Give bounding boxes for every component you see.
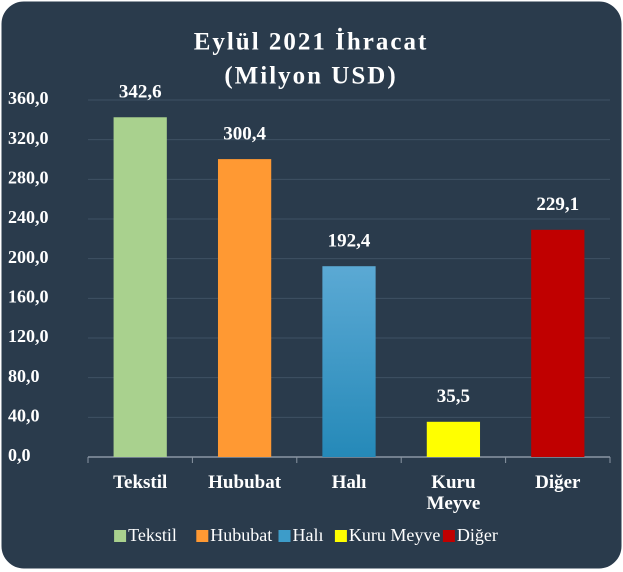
- y-tick-label: 160,0: [8, 286, 49, 306]
- x-tick-label: Halı: [331, 472, 367, 493]
- x-tick-label: Tekstil: [113, 472, 168, 493]
- legend-swatch: [114, 530, 127, 542]
- y-tick-label: 0,0: [8, 445, 31, 465]
- legend-swatch: [334, 530, 347, 542]
- value-label: 192,4: [328, 231, 371, 252]
- bar: [322, 266, 376, 457]
- y-tick-label: 40,0: [8, 405, 40, 425]
- value-label: 300,4: [223, 123, 266, 144]
- value-label: 229,1: [536, 194, 579, 215]
- value-label: 35,5: [437, 386, 470, 407]
- chart-subtitle: (Milyon USD): [224, 63, 397, 90]
- x-tick-label: Diğer: [535, 472, 581, 493]
- y-tick-label: 120,0: [8, 326, 49, 346]
- y-tick-label: 280,0: [8, 167, 49, 187]
- value-label: 342,6: [119, 82, 162, 103]
- bar: [217, 159, 272, 457]
- legend-swatch: [196, 530, 209, 542]
- legend-label: Tekstil: [128, 525, 177, 545]
- y-tick-label: 240,0: [8, 207, 49, 227]
- bar: [113, 117, 167, 457]
- chart-title: Eylül 2021 İhracat: [194, 28, 429, 56]
- legend-label: Halı: [293, 525, 324, 545]
- y-tick-label: 320,0: [8, 128, 49, 148]
- y-tick-label: 200,0: [8, 247, 49, 267]
- legend-label: Kuru Meyve: [349, 525, 440, 545]
- legend-label: Hububat: [210, 525, 272, 545]
- x-tick-label: Kuru Meyve: [426, 472, 481, 514]
- x-tick-label: Hububat: [208, 472, 282, 493]
- legend-swatch: [442, 530, 455, 542]
- bar: [426, 421, 481, 457]
- y-tick-label: 80,0: [8, 366, 40, 386]
- y-tick-label: 360,0: [8, 88, 49, 108]
- bar: [531, 229, 585, 457]
- legend-swatch: [278, 530, 291, 542]
- legend-label: Diğer: [457, 525, 498, 545]
